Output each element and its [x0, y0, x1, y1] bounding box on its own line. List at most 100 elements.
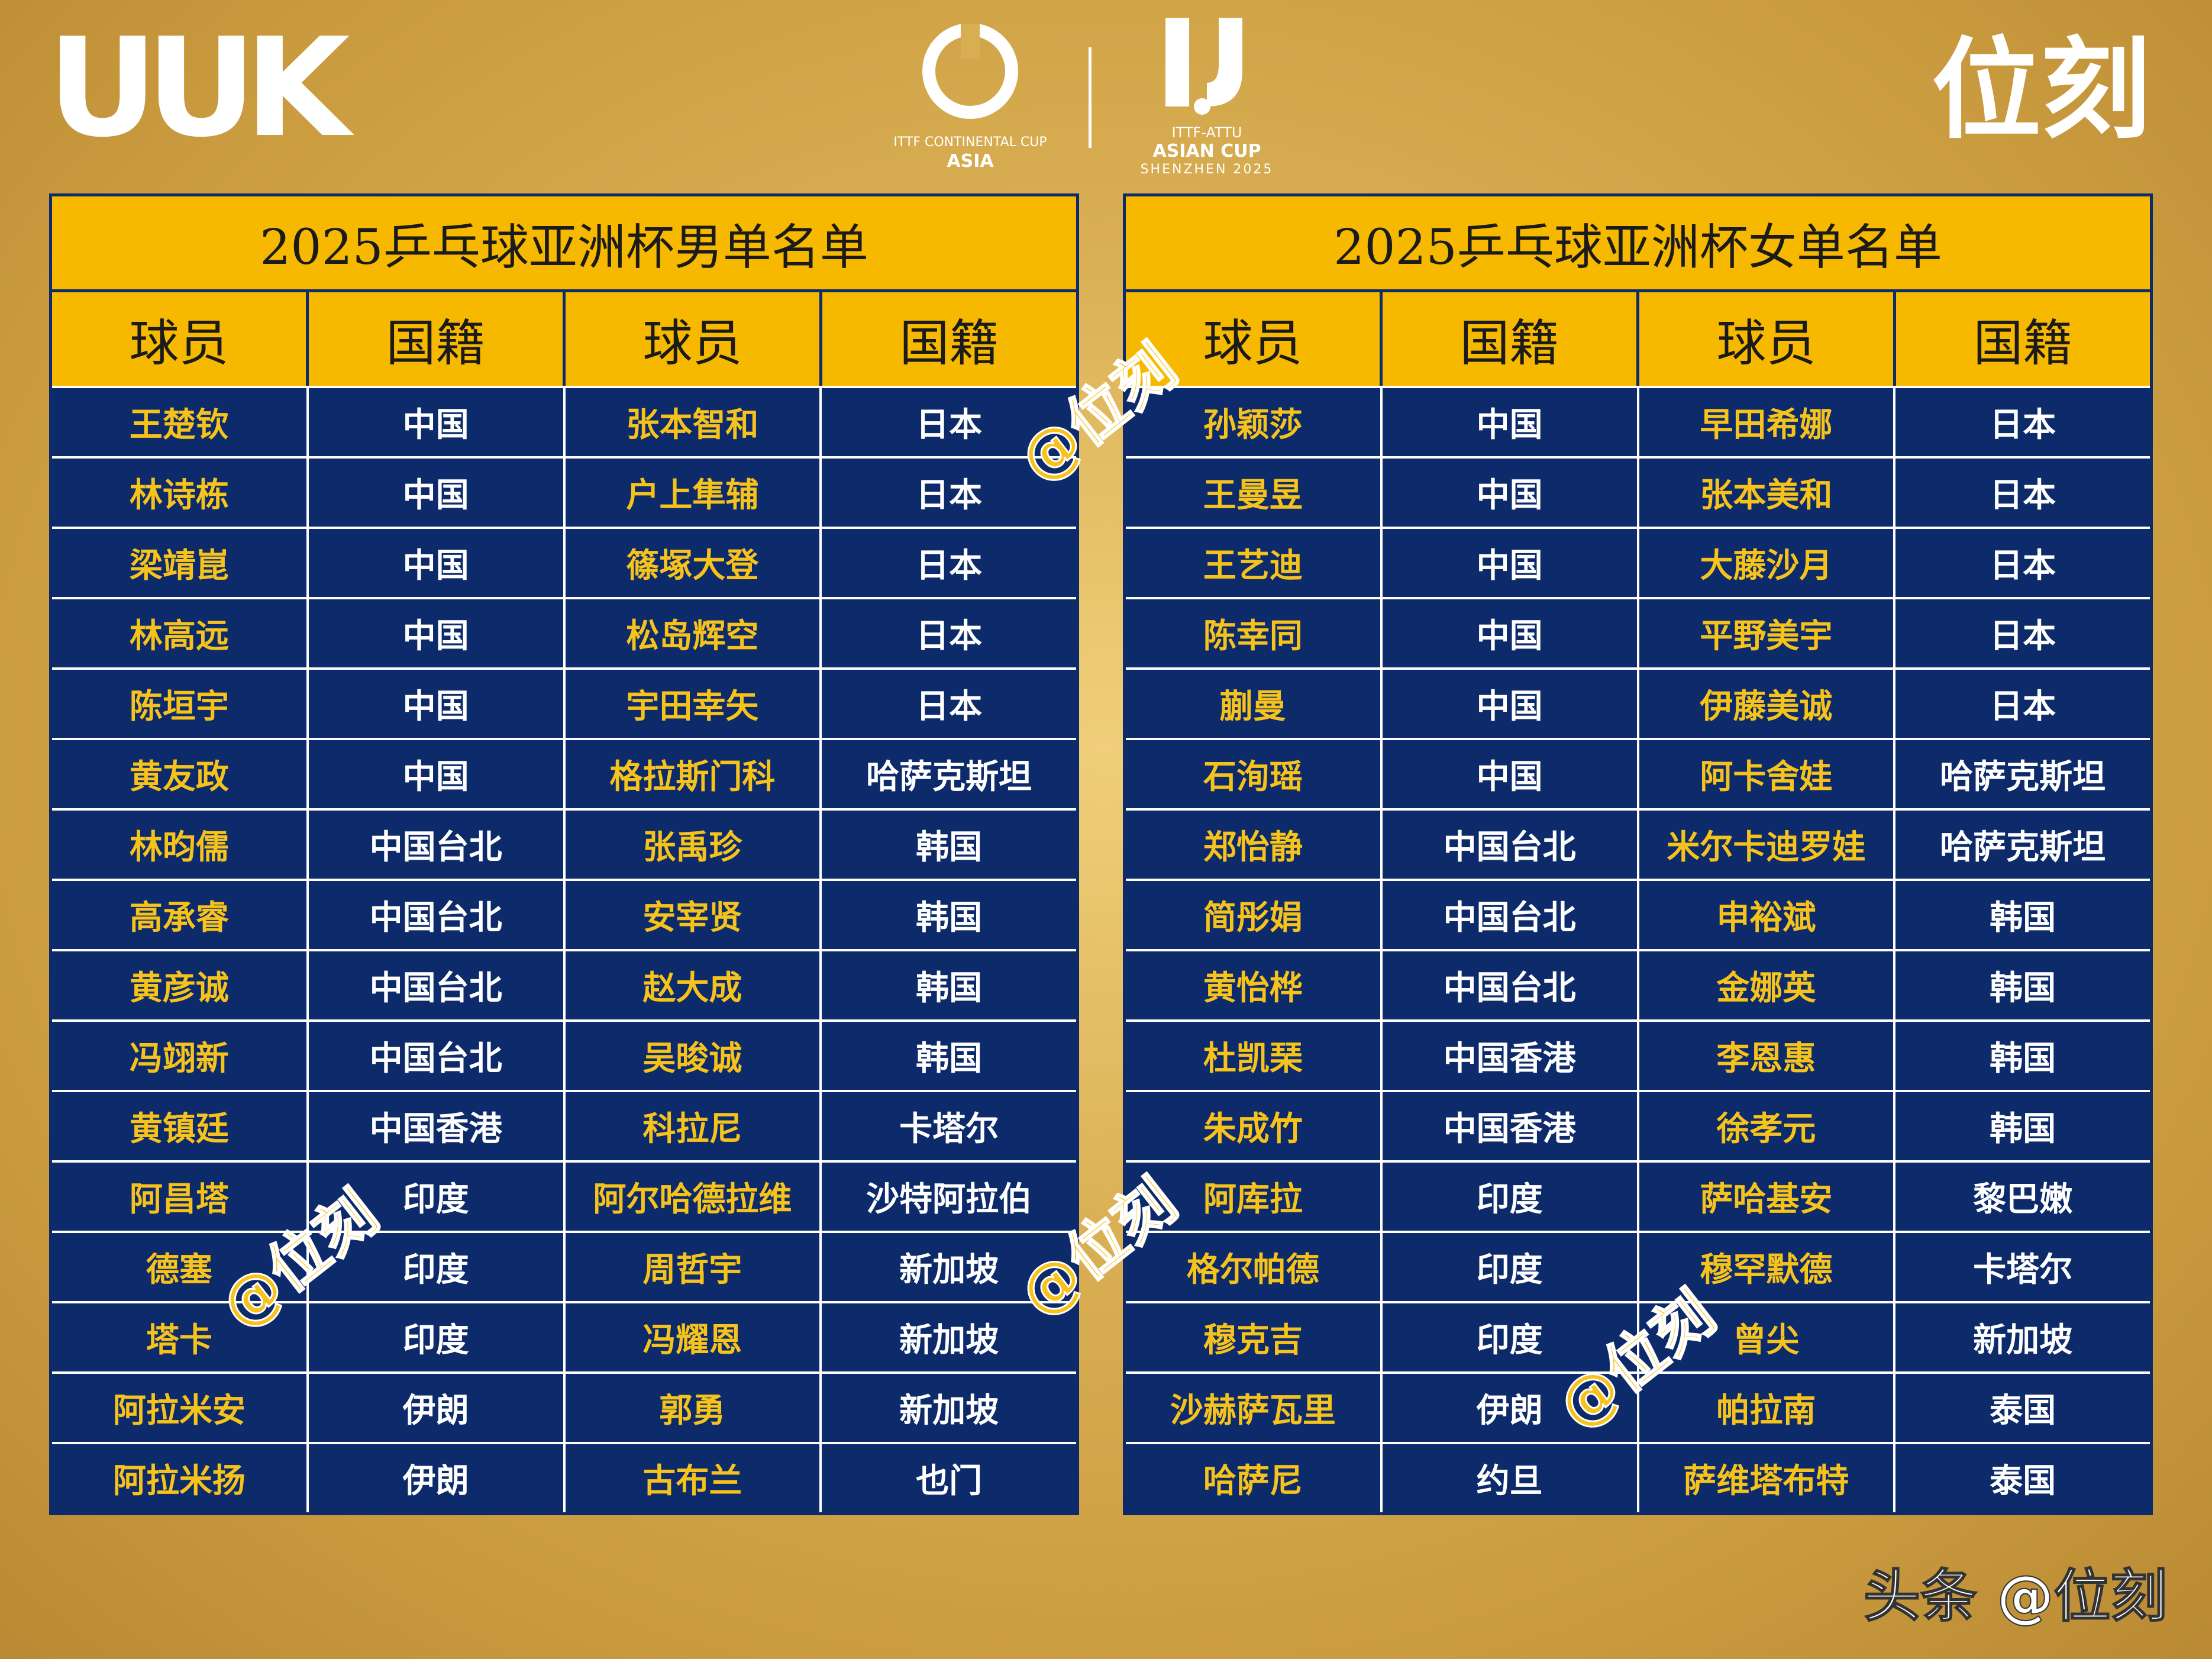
player-cell: 米尔卡迪罗娃 — [1639, 808, 1896, 879]
table-row: 黄镇廷 中国香港 科拉尼 卡塔尔 — [52, 1090, 1076, 1160]
logo-1-icon — [922, 24, 1018, 119]
nationality-cell: 中国台北 — [308, 808, 566, 879]
player-cell: 塔卡 — [52, 1301, 309, 1371]
nationality-cell: 日本 — [1895, 386, 2150, 456]
table-title: 2025乒乓球亚洲杯女单名单 — [1126, 196, 2150, 292]
column-header: 国籍 — [309, 292, 566, 386]
nationality-cell: 日本 — [1895, 456, 2150, 527]
column-header: 球员 — [52, 292, 309, 386]
column-header: 球员 — [566, 292, 822, 386]
table-row: 林诗栋 中国 户上隼辅 日本 — [52, 456, 1076, 527]
logo-1-line1: ITTF CONTINENTAL CUP — [893, 135, 1047, 150]
logo-2-icon — [1165, 18, 1242, 115]
column-header: 球员 — [1126, 292, 1383, 386]
nationality-cell: 韩国 — [1895, 949, 2150, 1019]
nationality-cell: 日本 — [822, 456, 1076, 527]
table-row: 高承睿 中国台北 安宰贤 韩国 — [52, 879, 1076, 949]
player-cell: 梁靖崑 — [52, 527, 309, 597]
nationality-cell: 中国台北 — [1382, 879, 1639, 949]
nationality-cell: 中国 — [1382, 386, 1639, 456]
table-row: 郑怡静 中国台北 米尔卡迪罗娃 哈萨克斯坦 — [1126, 808, 2150, 879]
nationality-cell: 中国 — [1382, 597, 1639, 667]
player-cell: 陈垣宇 — [52, 667, 309, 738]
nationality-cell: 中国台北 — [1382, 949, 1639, 1019]
nationality-cell: 日本 — [822, 667, 1076, 738]
nationality-cell: 中国香港 — [1382, 1090, 1639, 1160]
nationality-cell: 新加坡 — [822, 1231, 1076, 1301]
player-cell: 哈萨尼 — [1126, 1442, 1383, 1512]
nationality-cell: 韩国 — [1895, 1019, 2150, 1090]
player-cell: 李恩惠 — [1639, 1019, 1896, 1090]
player-cell: 阿库拉 — [1126, 1160, 1383, 1231]
table-row: 黄彦诚 中国台北 赵大成 韩国 — [52, 949, 1076, 1019]
player-cell: 朱成竹 — [1126, 1090, 1383, 1160]
footer: 头条 @位刻 — [1863, 1563, 2168, 1630]
player-cell: 松岛辉空 — [565, 597, 822, 667]
player-cell: 申裕斌 — [1639, 879, 1896, 949]
player-cell: 穆克吉 — [1126, 1301, 1383, 1371]
player-cell: 张本智和 — [565, 386, 822, 456]
roster-table: 2025乒乓球亚洲杯男单名单 球员 国籍 球员 国籍 王楚钦 中国 张本智和 日本 林诗栋 中国 户上… — [49, 193, 1079, 1515]
player-cell: 古布兰 — [565, 1442, 822, 1512]
nationality-cell: 中国台北 — [1382, 808, 1639, 879]
player-cell: 徐孝元 — [1639, 1090, 1896, 1160]
player-cell: 石洵瑶 — [1126, 738, 1383, 808]
table-row: 塔卡 印度 冯耀恩 新加坡 — [52, 1301, 1076, 1371]
nationality-cell: 中国 — [308, 527, 566, 597]
player-cell: 王楚钦 — [52, 386, 309, 456]
player-cell: 大藤沙月 — [1639, 527, 1896, 597]
table-row: 冯翊新 中国台北 吴晙诚 韩国 — [52, 1019, 1076, 1090]
header-row: 球员 国籍 球员 国籍 — [52, 292, 1076, 386]
table-row: 石洵瑶 中国 阿卡舍娃 哈萨克斯坦 — [1126, 738, 2150, 808]
table-row: 陈垣宇 中国 宇田幸矢 日本 — [52, 667, 1076, 738]
brand-right: 位刻 — [1932, 26, 2150, 154]
nationality-cell: 印度 — [308, 1301, 566, 1371]
player-cell: 孙颖莎 — [1126, 386, 1383, 456]
table-row: 穆克吉 印度 曾尖 新加坡 — [1126, 1301, 2150, 1371]
table-row: 阿拉米安 伊朗 郭勇 新加坡 — [52, 1371, 1076, 1442]
player-cell: 阿拉米安 — [52, 1371, 309, 1442]
player-cell: 阿拉米扬 — [52, 1442, 309, 1512]
column-header: 球员 — [1639, 292, 1896, 386]
table-row: 简彤娟 中国台北 申裕斌 韩国 — [1126, 879, 2150, 949]
player-cell: 王曼昱 — [1126, 456, 1383, 527]
nationality-cell: 卡塔尔 — [1895, 1231, 2150, 1301]
player-cell: 王艺迪 — [1126, 527, 1383, 597]
nationality-cell: 日本 — [822, 527, 1076, 597]
nationality-cell: 中国 — [1382, 456, 1639, 527]
nationality-cell: 新加坡 — [822, 1371, 1076, 1442]
player-cell: 赵大成 — [565, 949, 822, 1019]
header-row: 球员 国籍 球员 国籍 — [1126, 292, 2150, 386]
table-row: 黄友政 中国 格拉斯门科 哈萨克斯坦 — [52, 738, 1076, 808]
column-header: 国籍 — [1383, 292, 1639, 386]
player-cell: 黄怡桦 — [1126, 949, 1383, 1019]
table-row: 阿昌塔 印度 阿尔哈德拉维 沙特阿拉伯 — [52, 1160, 1076, 1231]
player-cell: 安宰贤 — [565, 879, 822, 949]
nationality-cell: 韩国 — [822, 949, 1076, 1019]
table-row: 阿拉米扬 伊朗 古布兰 也门 — [52, 1442, 1076, 1512]
nationality-cell: 中国香港 — [1382, 1019, 1639, 1090]
nationality-cell: 约旦 — [1382, 1442, 1639, 1512]
player-cell: 陈幸同 — [1126, 597, 1383, 667]
player-cell: 帕拉南 — [1639, 1371, 1896, 1442]
nationality-cell: 也门 — [822, 1442, 1076, 1512]
logo-1-line2: ASIA — [947, 151, 994, 172]
table-row: 王艺迪 中国 大藤沙月 日本 — [1126, 527, 2150, 597]
nationality-cell: 泰国 — [1895, 1442, 2150, 1512]
player-cell: 户上隼辅 — [565, 456, 822, 527]
nationality-cell: 韩国 — [822, 808, 1076, 879]
logo-2-line3: SHENZHEN 2025 — [1140, 162, 1274, 177]
nationality-cell: 韩国 — [822, 1019, 1076, 1090]
table-row: 王曼昱 中国 张本美和 日本 — [1126, 456, 2150, 527]
table-row: 朱成竹 中国香港 徐孝元 韩国 — [1126, 1090, 2150, 1160]
nationality-cell: 卡塔尔 — [822, 1090, 1076, 1160]
player-cell: 林昀儒 — [52, 808, 309, 879]
nationality-cell: 日本 — [1895, 597, 2150, 667]
brand-left: UUK — [47, 9, 350, 167]
nationality-cell: 中国 — [308, 738, 566, 808]
player-cell: 林诗栋 — [52, 456, 309, 527]
player-cell: 周哲宇 — [565, 1231, 822, 1301]
nationality-cell: 印度 — [308, 1160, 566, 1231]
nationality-cell: 中国香港 — [308, 1090, 566, 1160]
nationality-cell: 伊朗 — [308, 1442, 566, 1512]
